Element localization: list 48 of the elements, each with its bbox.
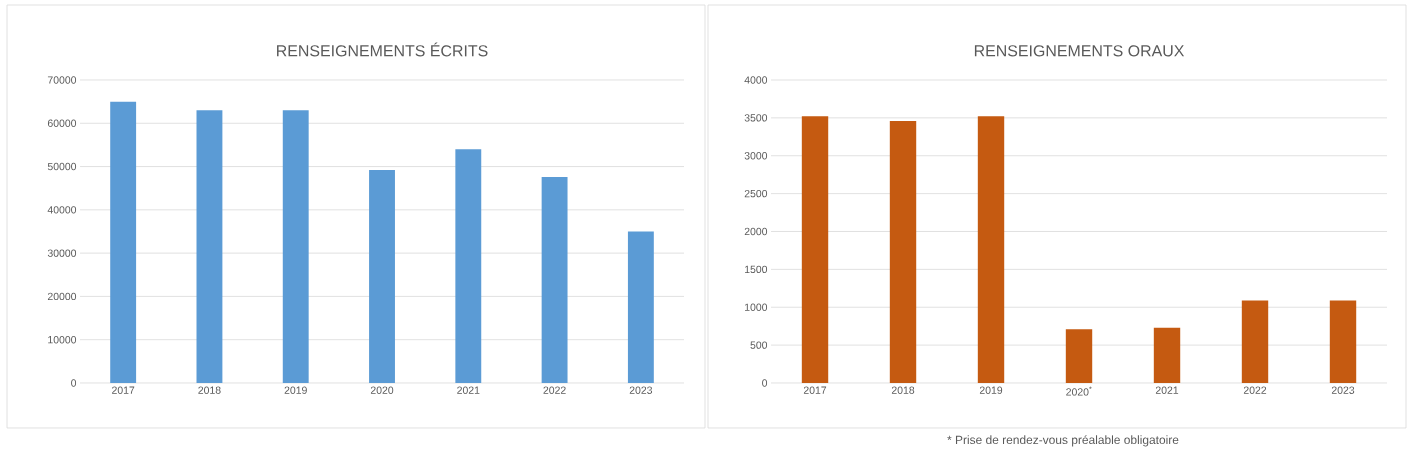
x-tick-label: 2019 (284, 386, 307, 394)
bar (977, 116, 1005, 383)
bar (369, 170, 395, 383)
bar (282, 110, 309, 383)
bar (455, 149, 482, 383)
x-tick-label: 2022 (543, 386, 566, 394)
bar (1241, 300, 1269, 383)
x-tick-label: 2022 (1243, 386, 1267, 394)
text: * Prise de rendez-vous préalable obligatoire (947, 435, 1179, 447)
y-tick-label: 2000 (744, 227, 768, 236)
y-tick-label: 40000 (47, 206, 77, 214)
x-tick-label: 2023 (1331, 386, 1355, 394)
y-tick-label: 4000 (744, 76, 768, 84)
bar (801, 116, 829, 383)
bar (1065, 329, 1093, 383)
y-tick-label: 2500 (744, 189, 768, 198)
x-tick-label: 2020$^{*}$ (1066, 386, 1092, 396)
bar (196, 110, 223, 383)
y-tick-label: 70000 (47, 76, 77, 84)
x-tick-label: 2021 (457, 386, 480, 394)
bar (1329, 300, 1357, 383)
x-tick-label: 2021 (1155, 386, 1179, 394)
chart-title: RENSEIGNEMENTS ORAUX (974, 45, 1185, 57)
x-tick-label: 2017 (112, 386, 135, 394)
bar (889, 120, 917, 383)
y-tick-label: 20000 (47, 292, 77, 301)
y-tick-label: 0 (71, 379, 77, 387)
y-tick-label: 10000 (48, 336, 77, 344)
chart-title: RENSEIGNEMENTS ÉCRITS (277, 42, 488, 57)
y-tick-label: 30000 (47, 249, 77, 257)
y-tick-label: 1000 (745, 303, 768, 311)
bar (110, 101, 137, 383)
y-tick-label: 3000 (744, 152, 768, 160)
y-tick-label: 500 (750, 341, 768, 349)
x-tick-label: 2018 (198, 386, 221, 394)
x-tick-label: 2019 (979, 386, 1003, 394)
x-tick-label: 2018 (891, 386, 915, 394)
bar (627, 231, 654, 383)
x-tick-label: 2017 (803, 386, 827, 394)
y-tick-label: 1500 (745, 265, 768, 274)
y-tick-label: 60000 (47, 119, 77, 127)
x-tick-label: 2020 (370, 386, 394, 394)
y-tick-label: 0 (762, 379, 768, 387)
bar (1153, 327, 1181, 383)
y-tick-label: 50000 (47, 162, 77, 171)
y-tick-label: 3500 (744, 114, 768, 122)
bar (541, 176, 568, 383)
x-tick-label: 2023 (629, 386, 653, 394)
